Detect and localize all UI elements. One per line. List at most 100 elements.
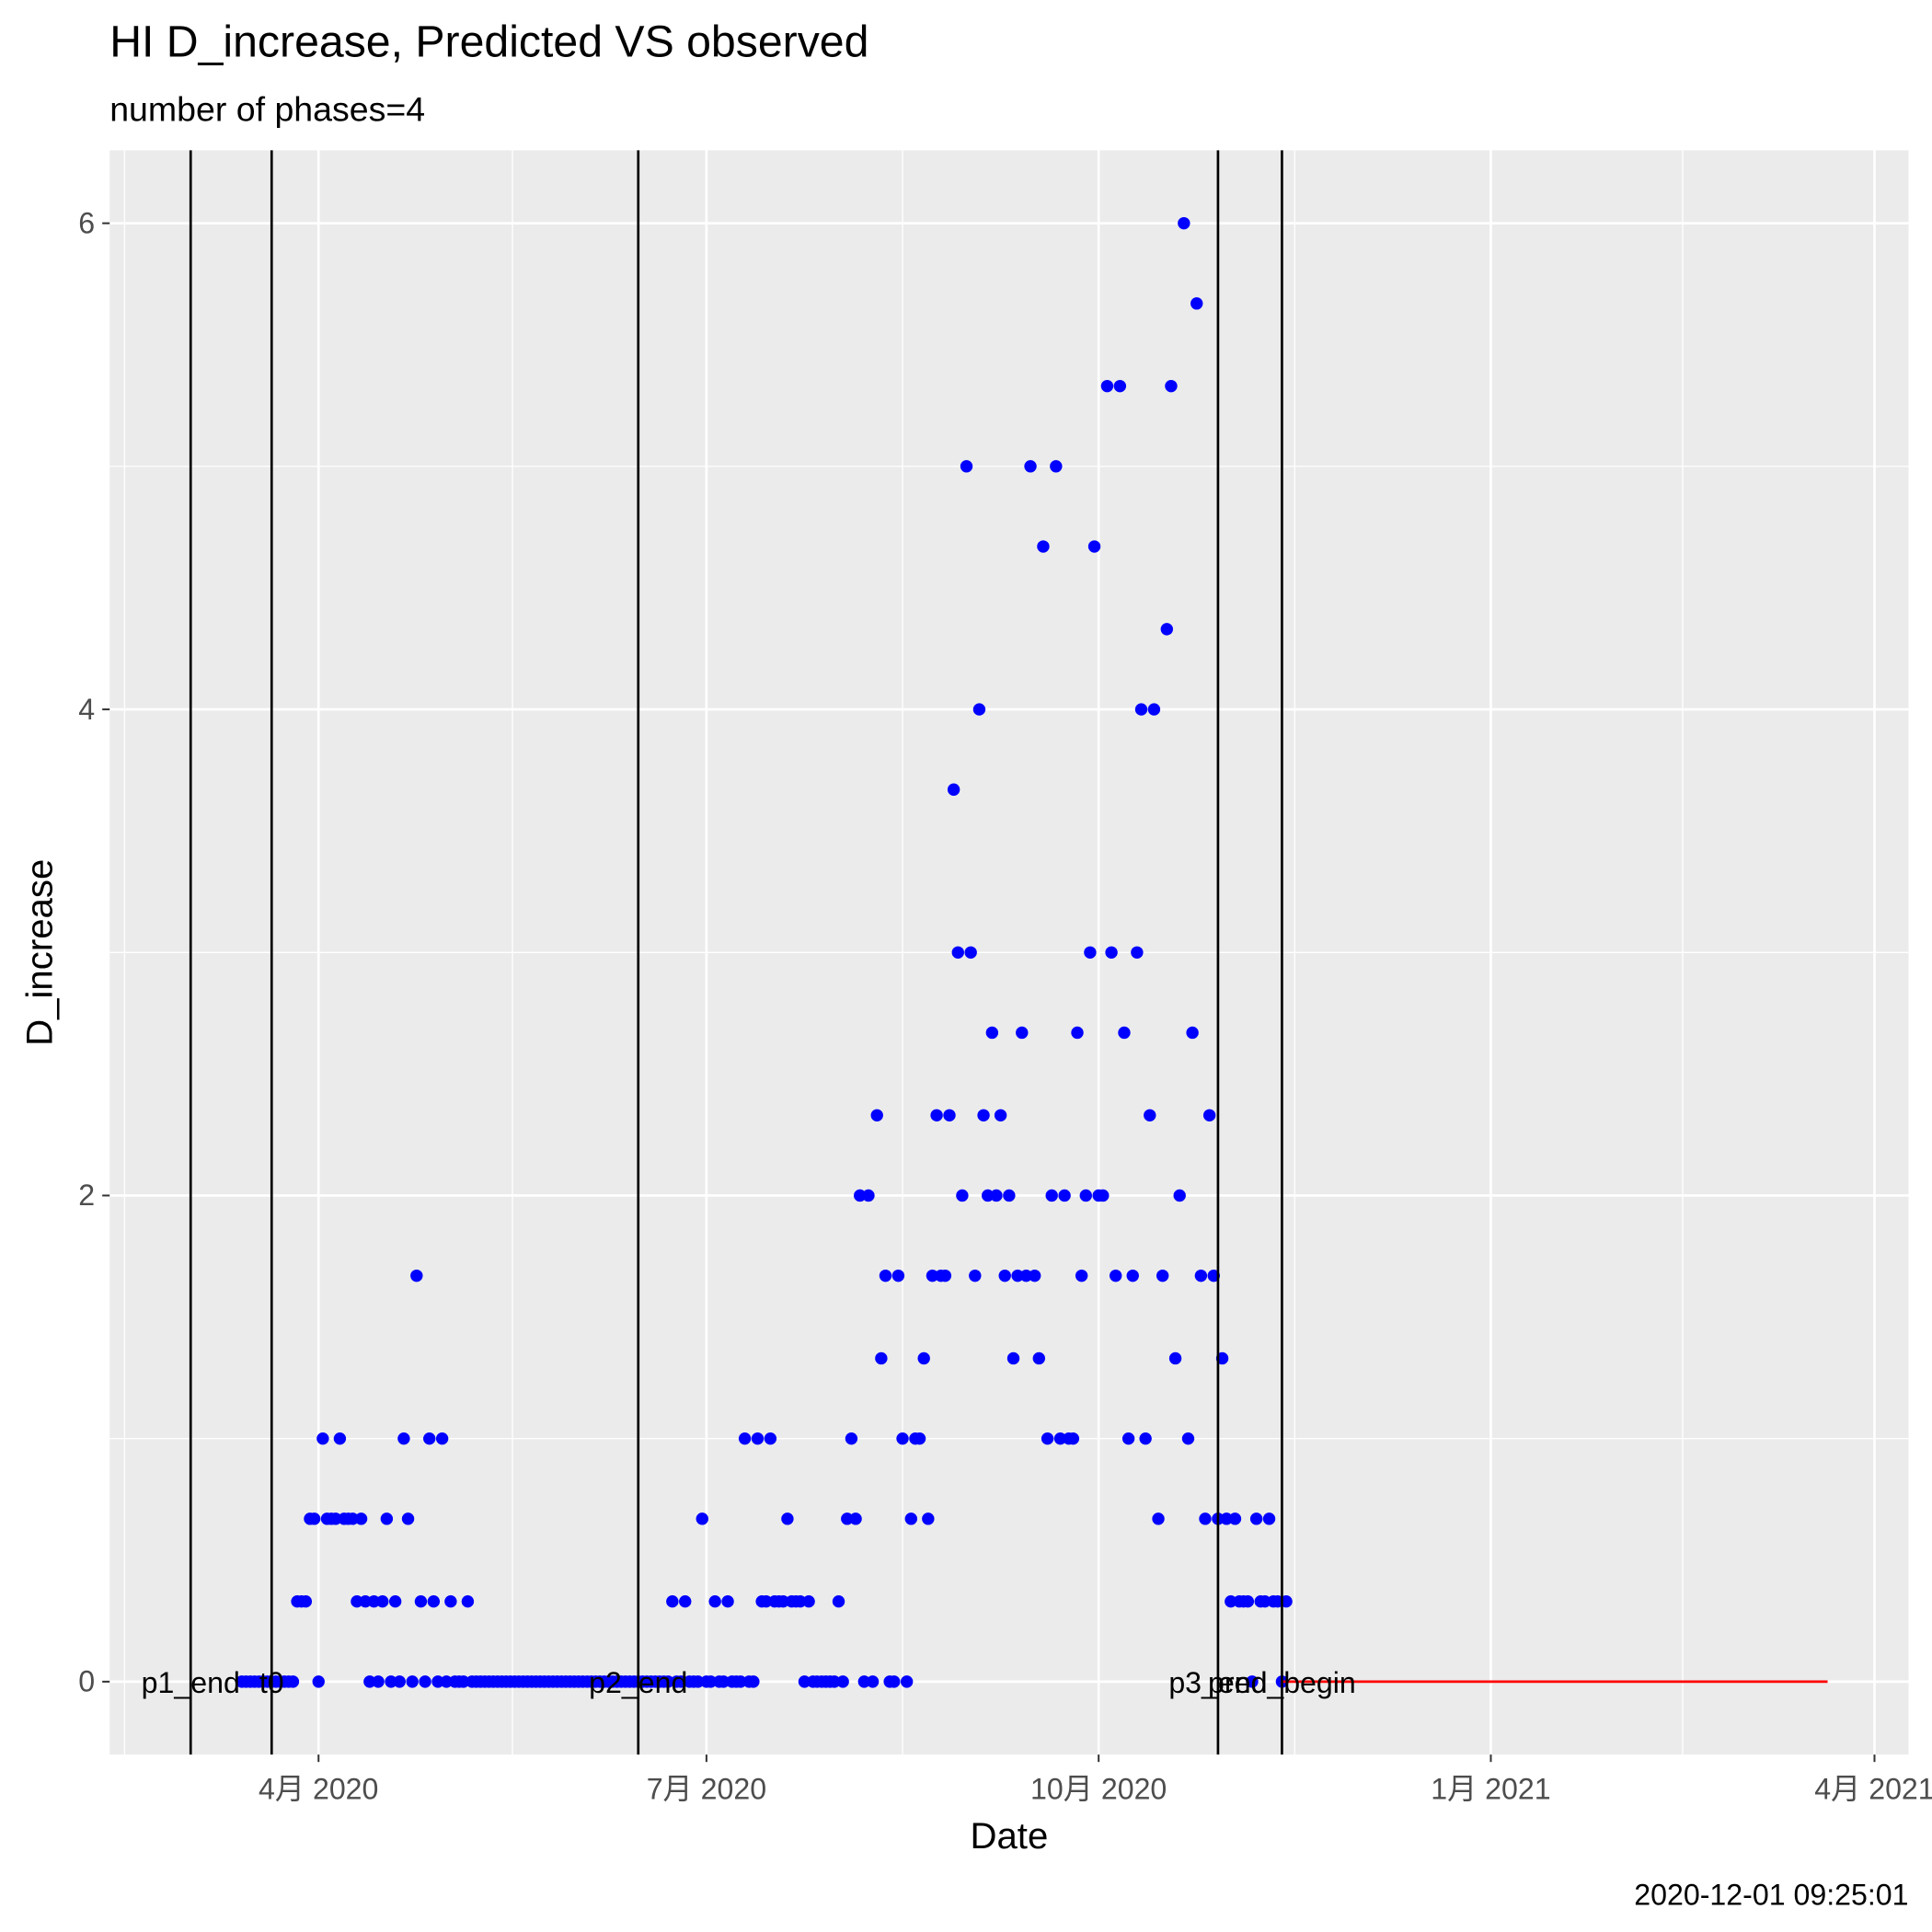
data-point: [1249, 1512, 1263, 1525]
x-tick-label: 7月 2020: [647, 1772, 766, 1805]
data-point: [1178, 216, 1190, 230]
data-point: [1079, 1189, 1092, 1202]
data-point: [376, 1594, 389, 1608]
data-point: [751, 1432, 765, 1445]
data-point: [888, 1675, 901, 1688]
data-point: [1011, 1269, 1024, 1282]
data-point: [985, 1026, 999, 1040]
data-point: [1156, 1269, 1169, 1282]
data-point: [1220, 1512, 1233, 1525]
y-tick-label: 2: [78, 1179, 95, 1212]
data-point: [896, 1432, 909, 1445]
data-point: [1097, 1189, 1110, 1202]
data-point: [1016, 1026, 1029, 1040]
data-point: [964, 946, 977, 959]
data-point: [930, 1109, 943, 1121]
data-point: [427, 1594, 441, 1608]
data-point: [1181, 1432, 1195, 1445]
phase-label: t0: [259, 1666, 284, 1699]
y-tick-label: 0: [78, 1665, 95, 1698]
data-point: [1246, 1675, 1259, 1688]
data-point: [947, 783, 960, 796]
data-point: [674, 1675, 687, 1688]
data-point: [316, 1432, 329, 1445]
data-point: [832, 1594, 845, 1608]
data-point: [1006, 1351, 1020, 1365]
data-point: [1024, 460, 1037, 473]
data-point: [734, 1675, 747, 1688]
caption: 2020-12-01 09:25:01: [1634, 1879, 1908, 1912]
data-point: [666, 1594, 679, 1608]
data-point: [461, 1594, 475, 1608]
data-point: [351, 1594, 363, 1608]
data-point: [926, 1269, 939, 1282]
data-point: [1202, 1109, 1216, 1121]
data-point: [917, 1351, 930, 1365]
x-tick-label: 4月 2020: [259, 1772, 378, 1805]
data-point: [691, 1675, 705, 1688]
data-point: [397, 1432, 410, 1445]
data-point: [721, 1594, 734, 1608]
data-point: [960, 460, 973, 473]
data-point: [857, 1675, 871, 1688]
data-point: [1144, 1109, 1156, 1121]
data-point: [1160, 623, 1174, 636]
data-point: [1110, 1269, 1122, 1282]
data-point: [875, 1351, 888, 1365]
chart-title: HI D_increase, Predicted VS observed: [109, 17, 868, 67]
data-point: [440, 1675, 453, 1688]
data-point: [904, 1512, 917, 1525]
data-point: [1262, 1512, 1276, 1525]
data-point: [1131, 946, 1144, 959]
data-point: [870, 1109, 883, 1121]
data-point: [363, 1675, 376, 1688]
data-point: [346, 1512, 360, 1525]
data-point: [1037, 540, 1050, 553]
data-point: [435, 1432, 449, 1445]
data-point: [444, 1594, 457, 1608]
data-point: [1259, 1594, 1271, 1608]
data-point: [286, 1675, 300, 1688]
data-point: [354, 1512, 368, 1525]
data-point: [1168, 1351, 1182, 1365]
data-point: [329, 1512, 342, 1525]
data-point: [367, 1594, 381, 1608]
data-point: [406, 1675, 419, 1688]
data-point: [841, 1512, 854, 1525]
data-point: [359, 1594, 372, 1608]
data-point: [307, 1512, 321, 1525]
data-point: [423, 1432, 436, 1445]
data-point: [431, 1675, 444, 1688]
data-point: [1152, 1512, 1165, 1525]
data-point: [679, 1594, 692, 1608]
data-point: [951, 946, 964, 959]
data-point: [862, 1189, 875, 1202]
data-point: [661, 1675, 674, 1688]
data-point: [760, 1594, 773, 1608]
data-point: [1126, 1269, 1139, 1282]
data-point: [994, 1109, 1007, 1121]
data-point: [781, 1512, 794, 1525]
data-point: [1075, 1269, 1088, 1282]
data-point: [1084, 946, 1097, 959]
data-point: [372, 1675, 385, 1688]
data-point: [1118, 1026, 1131, 1040]
phase-label: p2_end: [589, 1666, 687, 1699]
data-point: [1241, 1594, 1255, 1608]
data-point: [457, 1675, 470, 1688]
data-point: [1105, 946, 1118, 959]
data-point: [998, 1269, 1011, 1282]
phase-label: pred_begin: [1208, 1666, 1356, 1699]
data-point: [1066, 1432, 1080, 1445]
data-point: [1165, 379, 1178, 393]
data-point: [1087, 540, 1101, 553]
data-point: [1186, 1026, 1199, 1040]
data-point: [747, 1675, 760, 1688]
data-point: [708, 1594, 721, 1608]
data-point: [1028, 1269, 1041, 1282]
data-point: [1121, 1432, 1135, 1445]
x-axis-label: Date: [970, 1815, 1048, 1857]
data-point: [1053, 1432, 1067, 1445]
